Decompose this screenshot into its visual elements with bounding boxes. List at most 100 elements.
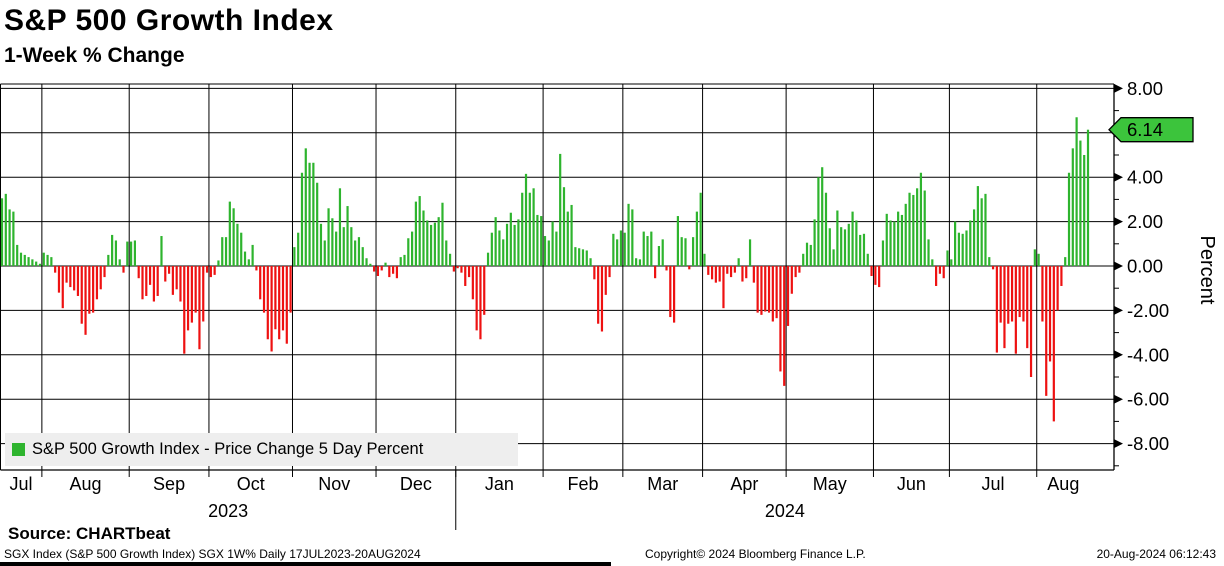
bar <box>262 266 266 313</box>
bar <box>642 231 645 266</box>
bar <box>107 254 110 266</box>
bar <box>429 224 433 266</box>
bar <box>361 247 364 266</box>
bar <box>183 266 186 354</box>
bar <box>84 266 87 335</box>
bar <box>578 248 581 266</box>
bar <box>521 192 524 266</box>
bar <box>243 251 247 266</box>
bar <box>878 266 881 288</box>
bar <box>817 177 820 266</box>
bar <box>673 266 676 323</box>
bar <box>118 259 121 266</box>
bars <box>0 117 1090 422</box>
bar <box>373 266 376 272</box>
bar <box>285 266 288 344</box>
bar <box>137 266 140 279</box>
bar <box>190 266 193 323</box>
bar <box>8 209 11 266</box>
bar <box>186 266 190 331</box>
legend: S&P 500 Growth Index - Price Change 5 Da… <box>5 433 518 466</box>
last-value-marker <box>1108 117 1194 143</box>
bar <box>1010 266 1014 322</box>
bar <box>12 211 15 266</box>
bar <box>312 162 315 266</box>
bar <box>604 266 607 295</box>
bar <box>509 212 512 266</box>
bar <box>1064 257 1067 266</box>
bar <box>916 188 919 266</box>
bar <box>946 250 949 266</box>
y-tick-arrow-icon <box>1114 305 1123 315</box>
bar <box>1086 129 1090 266</box>
bar <box>722 266 725 309</box>
bar <box>369 263 372 266</box>
bar <box>1067 172 1071 266</box>
bar <box>19 252 23 266</box>
bar <box>790 266 793 294</box>
bar <box>597 266 600 324</box>
legend-swatch-icon <box>12 443 25 456</box>
bar <box>551 221 554 266</box>
bar <box>676 216 679 266</box>
bar <box>46 254 49 266</box>
bar <box>779 266 782 372</box>
bar <box>4 193 7 266</box>
bar <box>832 249 835 266</box>
bar <box>69 266 72 288</box>
bar <box>1018 266 1021 318</box>
bar <box>764 266 767 312</box>
bar <box>855 220 858 266</box>
bar <box>1022 266 1025 322</box>
bar <box>342 227 345 266</box>
bar <box>783 266 786 386</box>
bar <box>657 246 661 266</box>
bar <box>843 229 847 266</box>
bar <box>1052 266 1055 422</box>
bar <box>414 201 417 266</box>
bar <box>600 266 604 332</box>
bar <box>661 239 664 266</box>
bar <box>980 198 983 266</box>
bar <box>760 266 763 315</box>
bar <box>897 211 900 266</box>
bar <box>251 244 254 266</box>
bar <box>984 193 987 266</box>
bar <box>547 240 550 266</box>
bar <box>927 239 930 266</box>
bar <box>54 266 57 273</box>
y-tick-arrow-icon <box>1114 350 1123 360</box>
bar <box>148 266 152 285</box>
bar <box>881 240 885 266</box>
x-year-label: 2024 <box>765 501 805 521</box>
bar <box>988 257 991 266</box>
bar <box>950 259 953 266</box>
bar <box>555 231 558 266</box>
bar <box>802 253 805 266</box>
bar <box>718 266 721 282</box>
bar <box>612 233 615 266</box>
bar <box>1071 148 1074 266</box>
bar <box>217 260 220 266</box>
bar <box>247 259 250 266</box>
y-tick-arrow-icon <box>1114 439 1123 449</box>
bar <box>904 203 907 266</box>
bar <box>752 266 755 283</box>
y-tick-label: 8.00 <box>1127 78 1163 99</box>
bar <box>631 209 634 266</box>
bar <box>1029 266 1033 377</box>
bar <box>836 210 839 266</box>
bar <box>57 266 61 293</box>
gridlines <box>0 83 1115 471</box>
bar <box>103 266 106 278</box>
bar <box>502 239 505 266</box>
bar <box>452 266 455 272</box>
bar <box>99 266 102 290</box>
bar <box>289 266 292 313</box>
x-month-label: Jun <box>897 474 926 494</box>
bar <box>627 203 630 266</box>
bar <box>365 258 368 266</box>
x-month-label: Aug <box>70 474 102 494</box>
bar <box>828 228 831 266</box>
y-tick-label: -8.00 <box>1127 433 1169 454</box>
